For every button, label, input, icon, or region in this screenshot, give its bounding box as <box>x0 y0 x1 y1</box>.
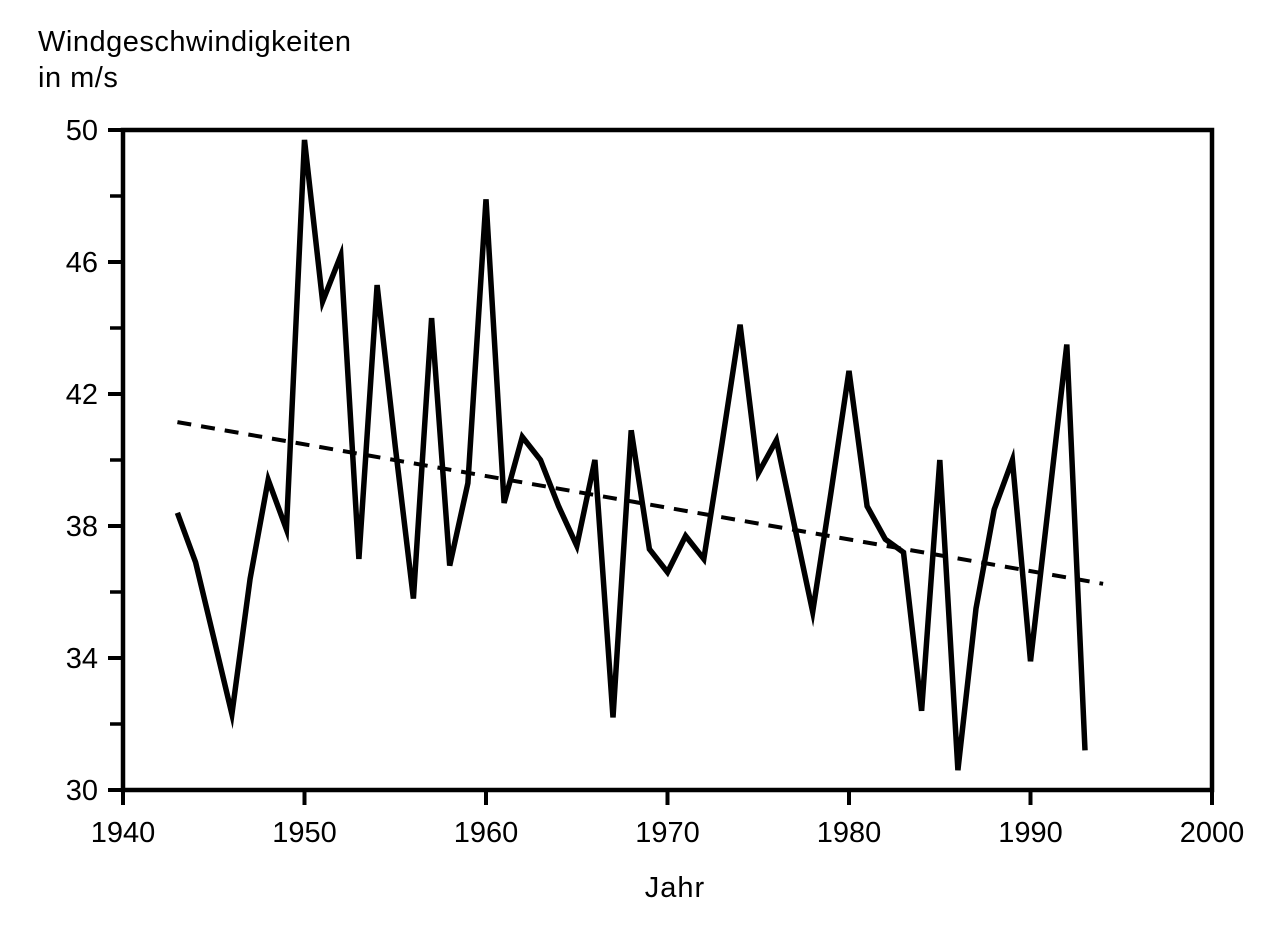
y-tick-label: 34 <box>66 643 98 675</box>
chart-title-line2: in m/s <box>38 62 119 94</box>
x-tick-label: 1940 <box>91 817 156 849</box>
x-tick-label: 1980 <box>817 817 882 849</box>
y-tick-label: 46 <box>66 247 98 279</box>
x-tick-label: 1970 <box>635 817 700 849</box>
x-tick-label: 1960 <box>454 817 519 849</box>
plot-frame <box>120 127 1215 793</box>
x-tick-label: 1990 <box>998 817 1063 849</box>
y-tick-label: 50 <box>66 115 98 147</box>
trend-line <box>177 420 1104 586</box>
chart-title-line1: Windgeschwindigkeiten <box>38 26 352 58</box>
y-tick-label: 30 <box>66 775 98 807</box>
wind-speed-line <box>174 139 1088 771</box>
y-tick-label: 42 <box>66 379 98 411</box>
chart-title: Windgeschwindigkeiten in m/s <box>38 24 352 96</box>
x-axis-title: Jahr <box>644 872 706 904</box>
y-tick-label: 38 <box>66 511 98 543</box>
x-tick-label: 1950 <box>272 817 337 849</box>
x-tick-label: 2000 <box>1180 817 1245 849</box>
